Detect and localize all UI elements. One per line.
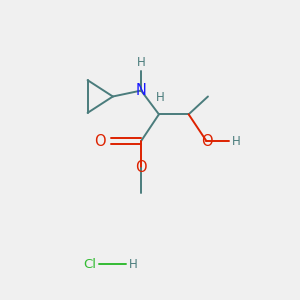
Text: H: H [137,56,146,69]
Text: H: H [129,258,138,271]
Text: O: O [135,160,147,175]
Text: H: H [232,135,241,148]
Text: Cl: Cl [83,258,97,271]
Text: O: O [94,134,106,148]
Text: O: O [201,134,212,148]
Text: H: H [156,92,165,104]
Text: N: N [136,83,146,98]
